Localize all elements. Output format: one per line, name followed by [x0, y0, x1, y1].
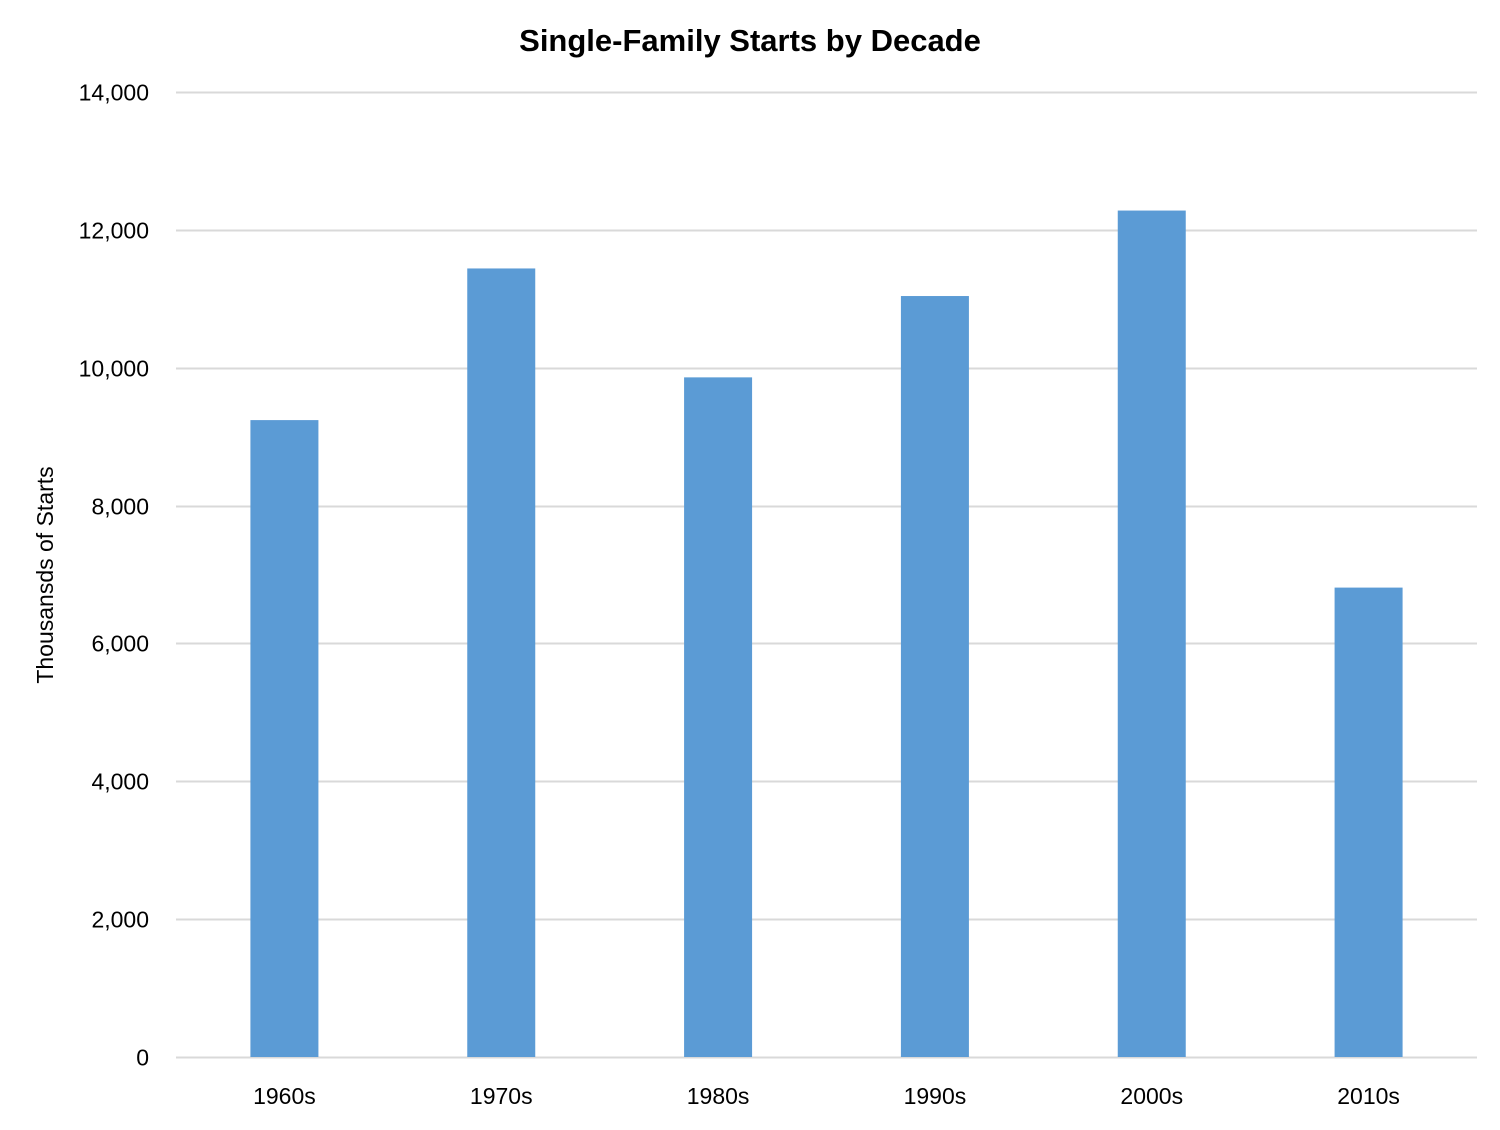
x-tick-label: 2000s: [1120, 1083, 1183, 1109]
x-tick-label: 1980s: [687, 1083, 750, 1109]
y-tick-label: 12,000: [79, 218, 149, 244]
x-tick-label: 1970s: [470, 1083, 533, 1109]
x-tick-label: 1960s: [253, 1083, 316, 1109]
gridlines: [176, 91, 1477, 1059]
bar-1980s: [684, 377, 753, 1058]
y-tick-label: 2,000: [91, 907, 149, 933]
bars: [250, 210, 1403, 1058]
x-tick-label: 2010s: [1337, 1083, 1400, 1109]
y-tick-label: 0: [136, 1045, 149, 1071]
y-tick-label: 10,000: [79, 356, 149, 382]
bar-2000s: [1117, 210, 1186, 1058]
y-tick-label: 6,000: [91, 631, 149, 657]
chart-title: Single-Family Starts by Decade: [519, 23, 981, 58]
bar-1960s: [250, 420, 319, 1058]
x-tick-label: 1990s: [904, 1083, 967, 1109]
y-tick-label: 14,000: [79, 80, 149, 106]
bar-2010s: [1334, 587, 1403, 1057]
y-axis-label: Thousansds of Starts: [32, 466, 58, 683]
y-axis-ticks: 0 2,000 4,000 6,000 8,000 10,000 12,000 14,000: [79, 80, 149, 1071]
y-tick-label: 8,000: [91, 494, 149, 520]
y-tick-label: 4,000: [91, 769, 149, 795]
bar-1990s: [900, 296, 969, 1057]
bar-1970s: [467, 268, 536, 1057]
x-axis-ticks: 1960s 1970s 1980s 1990s 2000s 2010s: [253, 1083, 1400, 1109]
